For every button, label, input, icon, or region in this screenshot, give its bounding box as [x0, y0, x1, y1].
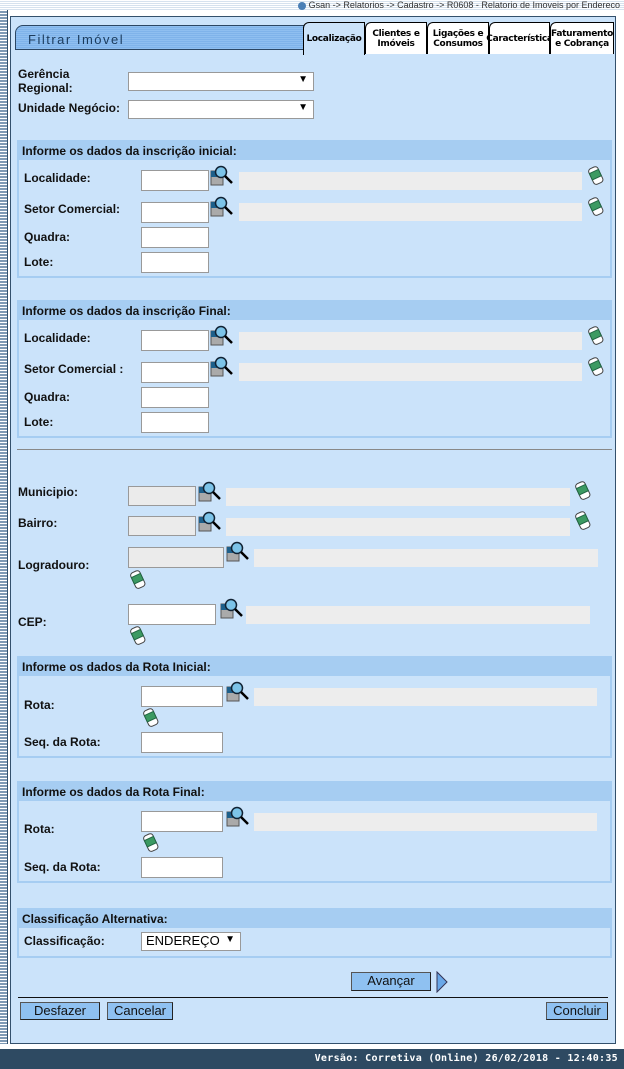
setor-inicial-description	[239, 203, 582, 221]
side-frame-strip	[0, 10, 8, 1044]
localidade-label: Localidade:	[24, 331, 91, 345]
concluir-button[interactable]: Concluir	[546, 1002, 608, 1020]
seq-rota-inicial-input[interactable]	[141, 732, 223, 753]
eraser-icon[interactable]	[587, 357, 605, 377]
lookup-magnifier-icon[interactable]	[210, 356, 234, 378]
lookup-magnifier-icon[interactable]	[226, 806, 250, 828]
chevron-down-icon: ▼	[298, 102, 308, 113]
unidade-label: Unidade Negócio:	[18, 101, 121, 115]
localidade-label: Localidade:	[24, 171, 91, 185]
rota-final-input[interactable]	[141, 811, 223, 832]
rota-inicial-description	[254, 688, 597, 706]
chevron-down-icon: ▼	[225, 934, 235, 945]
lote-final-input[interactable]	[141, 412, 209, 433]
setor-label: Setor Comercial :	[24, 362, 124, 376]
classificacao-select[interactable]: ENDEREÇO ▼	[141, 932, 241, 951]
avancar-button[interactable]: Avançar	[351, 972, 431, 991]
breadcrumb: Gsan -> Relatorios -> Cadastro -> R0608 …	[0, 0, 624, 10]
rota-label: Rota:	[24, 698, 55, 712]
classificacao-label: Classificação:	[24, 934, 105, 948]
divider	[18, 997, 608, 998]
eraser-icon[interactable]	[129, 570, 147, 590]
municipio-label: Municipio:	[18, 485, 78, 499]
municipio-description	[226, 488, 570, 506]
section-header: Informe os dados da inscrição Final:	[19, 302, 610, 320]
tab-localizacao[interactable]: Localização	[303, 22, 365, 55]
eraser-icon[interactable]	[574, 511, 592, 531]
seq-rota-label: Seq. da Rota:	[24, 735, 101, 749]
inscricao-inicial-section: Informe os dados da inscrição inicial:	[17, 140, 612, 278]
logradouro-input[interactable]	[128, 547, 224, 568]
localidade-final-input[interactable]	[141, 330, 209, 351]
quadra-label: Quadra:	[24, 390, 71, 404]
divider	[17, 449, 612, 450]
eraser-icon[interactable]	[587, 197, 605, 217]
classificacao-section: Classificação Alternativa:	[17, 908, 612, 958]
lookup-magnifier-icon[interactable]	[210, 196, 234, 218]
gerencia-select[interactable]: ▼	[128, 72, 314, 91]
eraser-icon[interactable]	[142, 708, 160, 728]
cep-input[interactable]	[128, 604, 216, 625]
eraser-icon[interactable]	[574, 481, 592, 501]
lote-label: Lote:	[24, 415, 54, 429]
rota-inicial-input[interactable]	[141, 686, 223, 707]
inscricao-final-section: Informe os dados da inscrição Final:	[17, 300, 612, 438]
bairro-description	[226, 518, 570, 536]
logradouro-description	[254, 549, 598, 567]
section-header: Informe os dados da inscrição inicial:	[19, 142, 610, 160]
lookup-magnifier-icon[interactable]	[226, 541, 250, 563]
setor-label: Setor Comercial:	[24, 202, 121, 216]
rota-inicial-section: Informe os dados da Rota Inicial:	[17, 656, 612, 758]
section-header: Informe os dados da Rota Final:	[19, 783, 610, 801]
tab-clientes-imoveis[interactable]: Clientes e Imóveis	[365, 22, 427, 54]
lookup-magnifier-icon[interactable]	[210, 325, 234, 347]
eraser-icon[interactable]	[587, 326, 605, 346]
lookup-magnifier-icon[interactable]	[198, 481, 222, 503]
quadra-label: Quadra:	[24, 230, 71, 244]
next-arrow-icon[interactable]	[436, 971, 448, 993]
lote-label: Lote:	[24, 255, 54, 269]
municipio-input[interactable]	[128, 486, 196, 506]
seq-rota-final-input[interactable]	[141, 857, 223, 878]
lookup-magnifier-icon[interactable]	[198, 511, 222, 533]
lote-inicial-input[interactable]	[141, 252, 209, 273]
seq-rota-label: Seq. da Rota:	[24, 860, 101, 874]
rota-label: Rota:	[24, 822, 55, 836]
eraser-icon[interactable]	[587, 166, 605, 186]
cep-description	[246, 606, 590, 624]
section-header: Classificação Alternativa:	[19, 910, 610, 928]
section-header: Informe os dados da Rota Inicial:	[19, 658, 610, 676]
localidade-inicial-input[interactable]	[141, 170, 209, 191]
gerencia-label: Gerência Regional:	[18, 67, 73, 95]
setor-inicial-input[interactable]	[141, 202, 209, 223]
eraser-icon[interactable]	[129, 626, 147, 646]
rota-final-description	[254, 813, 597, 831]
quadra-final-input[interactable]	[141, 387, 209, 408]
tab-ligacoes-consumos[interactable]: Ligações e Consumos	[427, 22, 489, 54]
logradouro-label: Logradouro:	[18, 558, 90, 572]
version-footer: Versão: Corretiva (Online) 26/02/2018 - …	[0, 1049, 624, 1069]
setor-final-input[interactable]	[141, 362, 209, 383]
tab-caracteristica[interactable]: Característica	[486, 22, 553, 54]
unidade-select[interactable]: ▼	[128, 100, 314, 119]
help-icon[interactable]	[298, 1, 307, 10]
chevron-down-icon: ▼	[298, 74, 308, 85]
quadra-inicial-input[interactable]	[141, 227, 209, 248]
page-title: Filtrar Imóvel	[15, 25, 310, 50]
tab-faturamento-cobranca[interactable]: Faturamento e Cobrança	[550, 22, 614, 54]
lookup-magnifier-icon[interactable]	[220, 598, 244, 620]
cep-label: CEP:	[18, 615, 47, 629]
localidade-inicial-description	[239, 172, 582, 190]
cancelar-button[interactable]: Cancelar	[107, 1002, 173, 1020]
bairro-input[interactable]	[128, 516, 196, 536]
rota-final-section: Informe os dados da Rota Final:	[17, 781, 612, 883]
lookup-magnifier-icon[interactable]	[226, 681, 250, 703]
localidade-final-description	[239, 332, 582, 350]
bairro-label: Bairro:	[18, 516, 58, 530]
lookup-magnifier-icon[interactable]	[210, 165, 234, 187]
setor-final-description	[239, 363, 582, 381]
eraser-icon[interactable]	[142, 833, 160, 853]
desfazer-button[interactable]: Desfazer	[20, 1002, 100, 1020]
